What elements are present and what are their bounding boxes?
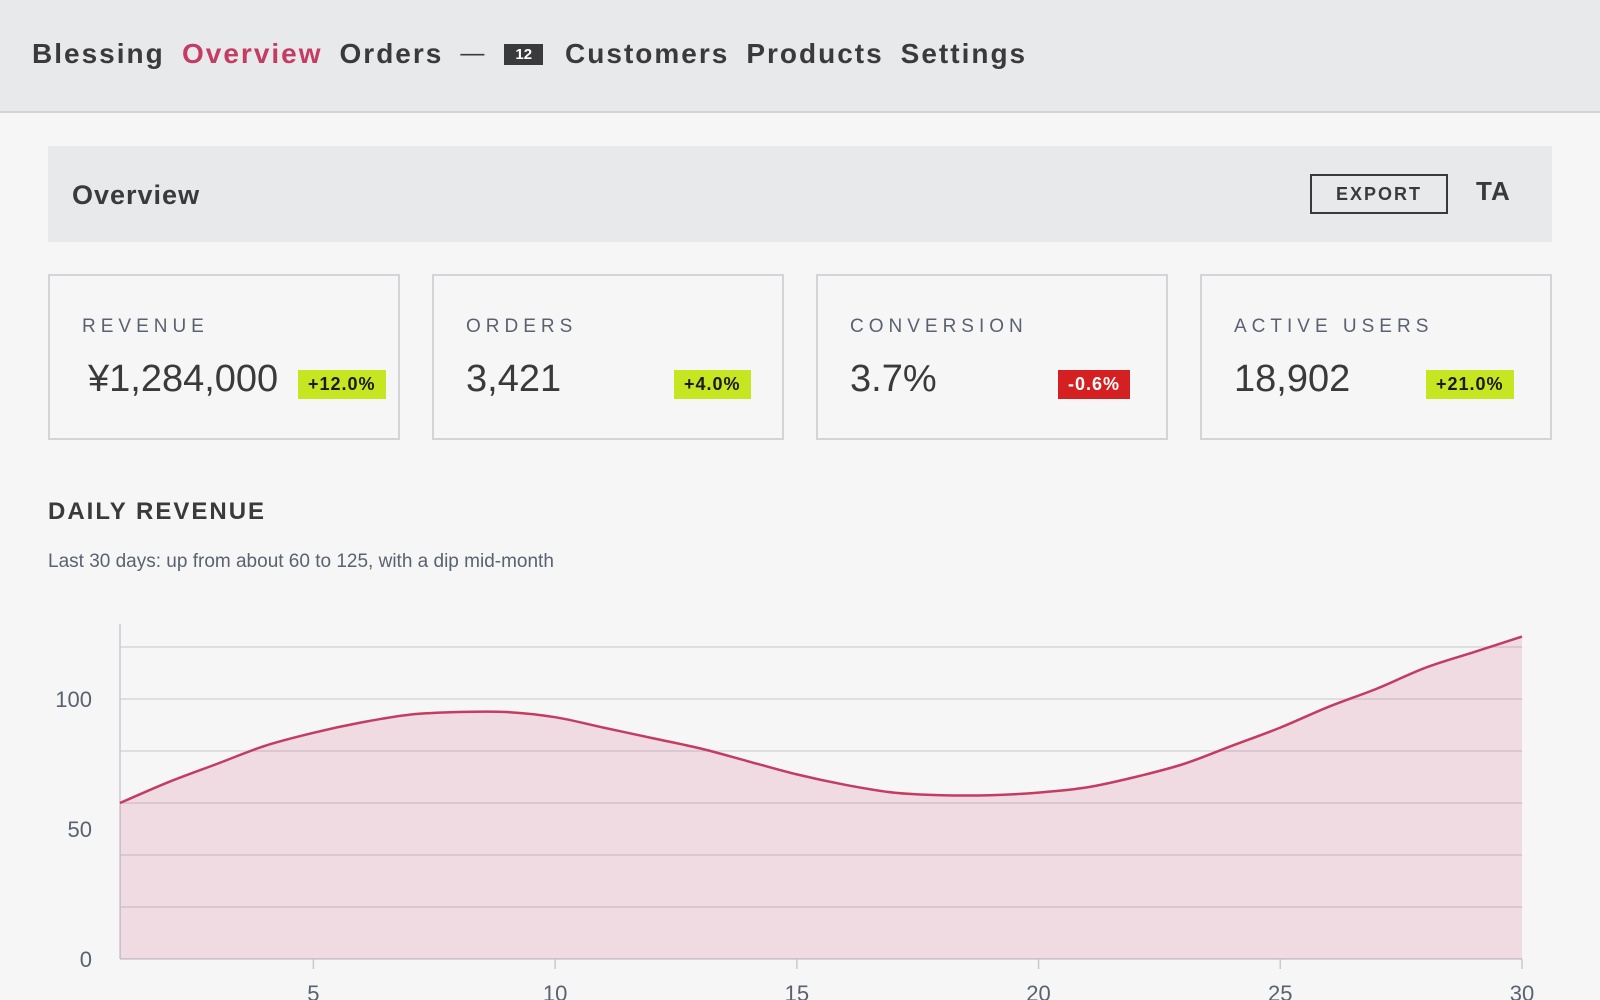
data-point	[989, 794, 992, 797]
revenue-area-fill	[120, 636, 1522, 959]
data-point	[1085, 786, 1088, 789]
page-header: Overview EXPORT TA	[48, 146, 1552, 242]
nav-item-overview[interactable]: Overview	[182, 38, 323, 69]
x-tick-label: 30	[1510, 981, 1534, 1000]
nav-item-products[interactable]: Products	[746, 38, 884, 69]
data-point	[167, 781, 170, 784]
data-point	[747, 760, 750, 763]
data-point	[892, 791, 895, 794]
page-title: Overview	[72, 180, 201, 210]
kpi-value: 18,902	[1234, 358, 1351, 400]
data-point	[1230, 744, 1233, 747]
data-point	[119, 802, 122, 805]
nav-separator: —	[460, 40, 485, 67]
data-point	[1279, 726, 1282, 729]
kpi-delta-badge: +4.0%	[674, 370, 751, 399]
data-point	[409, 713, 412, 716]
section-subtitle: Last 30 days: up from about 60 to 125, w…	[48, 551, 554, 572]
data-point	[1182, 763, 1185, 766]
nav-item-orders[interactable]: Orders	[339, 38, 444, 69]
data-point	[1472, 651, 1475, 654]
data-point	[457, 711, 460, 714]
daily-revenue-chart: 0 50 100 5 10 15 20 25 30	[55, 624, 1534, 1000]
revenue-series-line	[119, 635, 1523, 805]
kpi-card-active-users: ACTIVE USERS 18,902 +21.0%	[1200, 274, 1552, 440]
avatar[interactable]: TA	[1476, 176, 1511, 206]
data-point	[1037, 791, 1040, 794]
data-point	[1134, 776, 1137, 779]
section-title: DAILY REVENUE	[48, 498, 267, 525]
data-point	[505, 711, 508, 714]
kpi-delta-badge: -0.6%	[1058, 370, 1131, 399]
y-tick-label: 50	[68, 817, 92, 842]
orders-count-badge: 12	[504, 43, 544, 65]
main-nav: Overview Orders — 12 Customers Products …	[182, 38, 1044, 70]
y-tick-label: 0	[80, 947, 92, 972]
data-point	[554, 716, 557, 719]
data-point	[795, 773, 798, 776]
data-point	[1327, 705, 1330, 708]
kpi-label: ACTIVE USERS	[1234, 316, 1434, 337]
x-tick-label: 5	[307, 981, 319, 1000]
kpi-card-orders: ORDERS 3,421 +4.0%	[432, 274, 784, 440]
data-point	[1375, 687, 1378, 690]
top-navigation-bar: Blessing Overview Orders — 12 Customers …	[0, 0, 1600, 113]
data-point	[602, 726, 605, 729]
kpi-value: ¥1,284,000	[88, 358, 279, 400]
kpi-card-revenue: REVENUE ¥1,284,000 +12.0%	[48, 274, 400, 440]
kpi-delta-badge: +12.0%	[298, 370, 386, 399]
kpi-label: REVENUE	[82, 316, 209, 337]
data-point	[312, 731, 315, 734]
x-tick-label: 10	[543, 981, 567, 1000]
kpi-value: 3,421	[466, 358, 562, 400]
kpi-label: ORDERS	[466, 316, 578, 337]
nav-item-customers[interactable]: Customers	[565, 38, 730, 69]
y-tick-label: 100	[55, 687, 92, 712]
kpi-card-conversion: CONVERSION 3.7% -0.6%	[816, 274, 1168, 440]
data-point	[699, 747, 702, 750]
kpi-value: 3.7%	[850, 358, 937, 400]
data-point	[1521, 635, 1524, 638]
x-tick-label: 20	[1026, 981, 1050, 1000]
nav-item-settings[interactable]: Settings	[900, 38, 1028, 69]
data-point	[844, 783, 847, 786]
kpi-delta-badge: +21.0%	[1426, 370, 1514, 399]
kpi-label: CONVERSION	[850, 316, 1028, 337]
data-point	[264, 744, 267, 747]
data-point	[360, 721, 363, 724]
x-tick-label: 15	[785, 981, 809, 1000]
data-point	[650, 737, 653, 740]
export-button[interactable]: EXPORT	[1310, 174, 1448, 214]
brand-name[interactable]: Blessing	[32, 38, 165, 69]
x-tick-label: 25	[1268, 981, 1292, 1000]
data-point	[940, 794, 943, 797]
data-point	[1424, 666, 1427, 669]
data-point	[215, 763, 218, 766]
